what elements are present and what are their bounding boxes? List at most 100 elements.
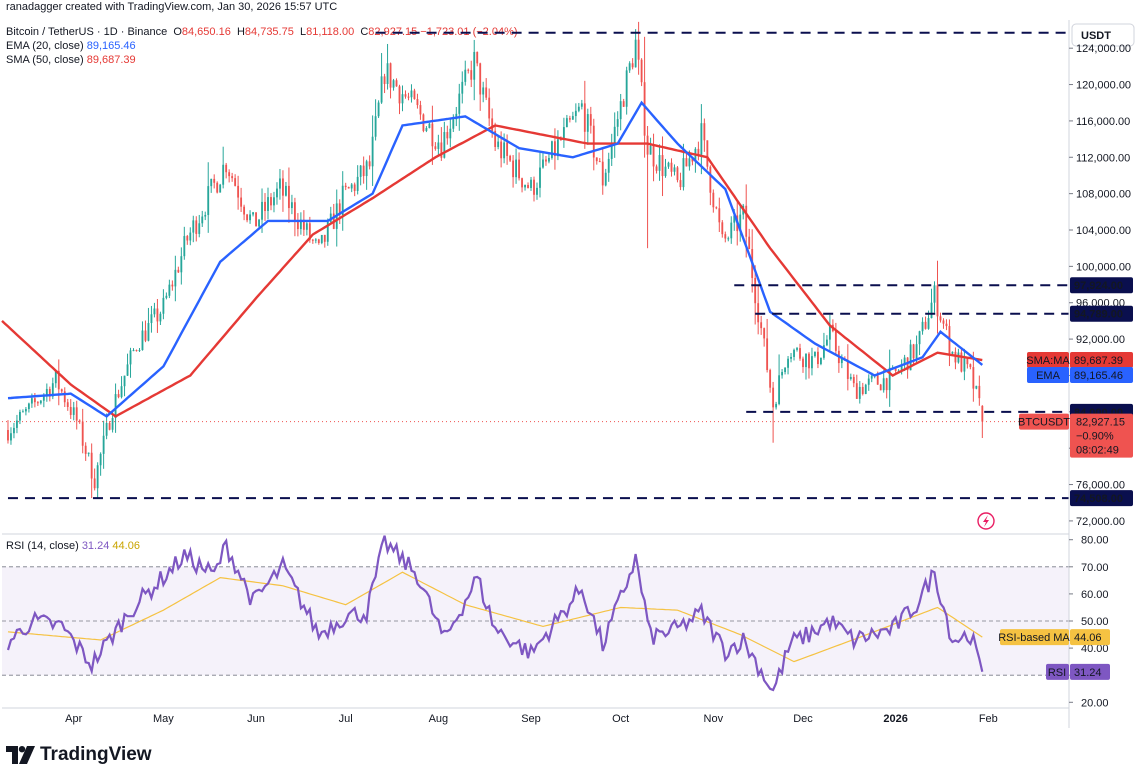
candle-body (825, 339, 828, 346)
candle-body (264, 201, 266, 212)
price-badges: 97,924.0094,789.0084,000.0074,508.00SMA:… (998, 277, 1133, 680)
month-label: Dec (793, 713, 813, 725)
candle-body (243, 206, 246, 215)
candle-body (117, 394, 120, 398)
time-axis[interactable]: Apr May Jun Jul Aug Sep Oct Nov Dec 2026 Feb (2, 707, 1069, 725)
candle-body (171, 284, 174, 287)
candle (885, 377, 888, 399)
candle-body (559, 139, 562, 141)
level-badge-label: 94,789.00 (1074, 309, 1123, 321)
candle (386, 43, 389, 90)
price-pane[interactable] (1, 21, 1069, 535)
candle (542, 152, 544, 169)
month-label: Feb (979, 713, 998, 725)
candle-body (748, 236, 751, 250)
candle-body (562, 127, 565, 140)
candle (849, 373, 852, 381)
candle-body (174, 269, 177, 287)
candle (924, 316, 927, 330)
candle (568, 115, 571, 123)
candle (225, 162, 228, 179)
candle (192, 215, 195, 243)
tradingview-logo[interactable]: TradingView (6, 744, 152, 766)
candle-body (108, 423, 111, 430)
candle (144, 320, 147, 343)
candle-body (111, 417, 114, 430)
ema-legend-label: EMA (20, close) (6, 40, 84, 52)
candle-body (258, 219, 260, 227)
currency-box[interactable] (1071, 23, 1135, 47)
candle-body (144, 330, 147, 341)
candle (13, 422, 15, 439)
candle-body (252, 212, 254, 215)
candle-body (285, 185, 287, 196)
candle-body (828, 324, 831, 340)
candle (252, 211, 254, 217)
candle (54, 370, 57, 388)
candle (536, 182, 538, 200)
price-axis[interactable]: USDT 124,000.00 120,000.00 116,000.00 112,0… (1068, 20, 1135, 728)
candle-body (356, 176, 359, 191)
candle-body (290, 202, 293, 209)
candle (264, 193, 266, 221)
candle-body (10, 433, 12, 441)
candle (554, 128, 556, 170)
candle (21, 409, 24, 413)
candle (864, 383, 867, 395)
candle-body (491, 118, 494, 131)
sma-legend-value: 89,687.39 (86, 54, 136, 66)
candle-body (39, 400, 42, 404)
candle (413, 88, 416, 100)
candle (159, 311, 162, 326)
candle (10, 427, 12, 445)
candle-body (389, 63, 392, 88)
candle-body (386, 63, 389, 84)
rsi-legend[interactable]: RSI (14, close) 31.24 44.06 (6, 540, 140, 552)
candle-body (452, 119, 455, 129)
sma-badge-tag: SMA:MA (1026, 355, 1070, 367)
ema20-line (7, 100, 984, 418)
candle (942, 318, 945, 329)
candle (153, 302, 156, 318)
candle-body (308, 223, 311, 240)
ema-legend[interactable]: EMA (20, close) 89,165.46 (6, 40, 136, 52)
candle-body (270, 197, 272, 206)
last-price-change: −0.90% (1076, 431, 1114, 443)
candle (290, 194, 293, 215)
candle (721, 220, 724, 238)
candle-body (688, 158, 691, 167)
candle-body (524, 184, 526, 188)
candle-body (341, 185, 344, 216)
candle (365, 159, 368, 190)
rsi-pane[interactable] (2, 535, 1069, 692)
candle (84, 442, 87, 461)
candle-body (805, 353, 807, 368)
candle (299, 212, 302, 235)
rsi-ma-tag-bg (1000, 629, 1069, 646)
candle (177, 266, 180, 273)
level-badge: 97,924.00 (1070, 277, 1133, 294)
candle-body (13, 427, 15, 434)
candle-body (697, 148, 700, 155)
candle (530, 177, 532, 191)
candle-body (548, 157, 550, 162)
candle-body (799, 348, 801, 359)
candle-body (156, 308, 159, 322)
sma-legend[interactable]: SMA (50, close) 89,687.39 (6, 54, 136, 66)
candle-body (745, 205, 748, 237)
symbol-legend[interactable]: Bitcoin / TetherUS · 1D · Binance O84,65… (6, 26, 518, 38)
candle (867, 374, 870, 391)
flash-icon[interactable] (977, 512, 995, 530)
candle (476, 51, 479, 67)
candle (446, 125, 449, 145)
candle-body (27, 403, 30, 410)
candle-body (150, 314, 153, 324)
candle-body (261, 201, 263, 220)
rsi-tag-bg (1046, 663, 1069, 680)
candle (150, 305, 153, 333)
month-label: May (153, 713, 174, 725)
candle-body (855, 383, 858, 399)
candle-body (398, 86, 401, 104)
candle-body (228, 172, 231, 177)
